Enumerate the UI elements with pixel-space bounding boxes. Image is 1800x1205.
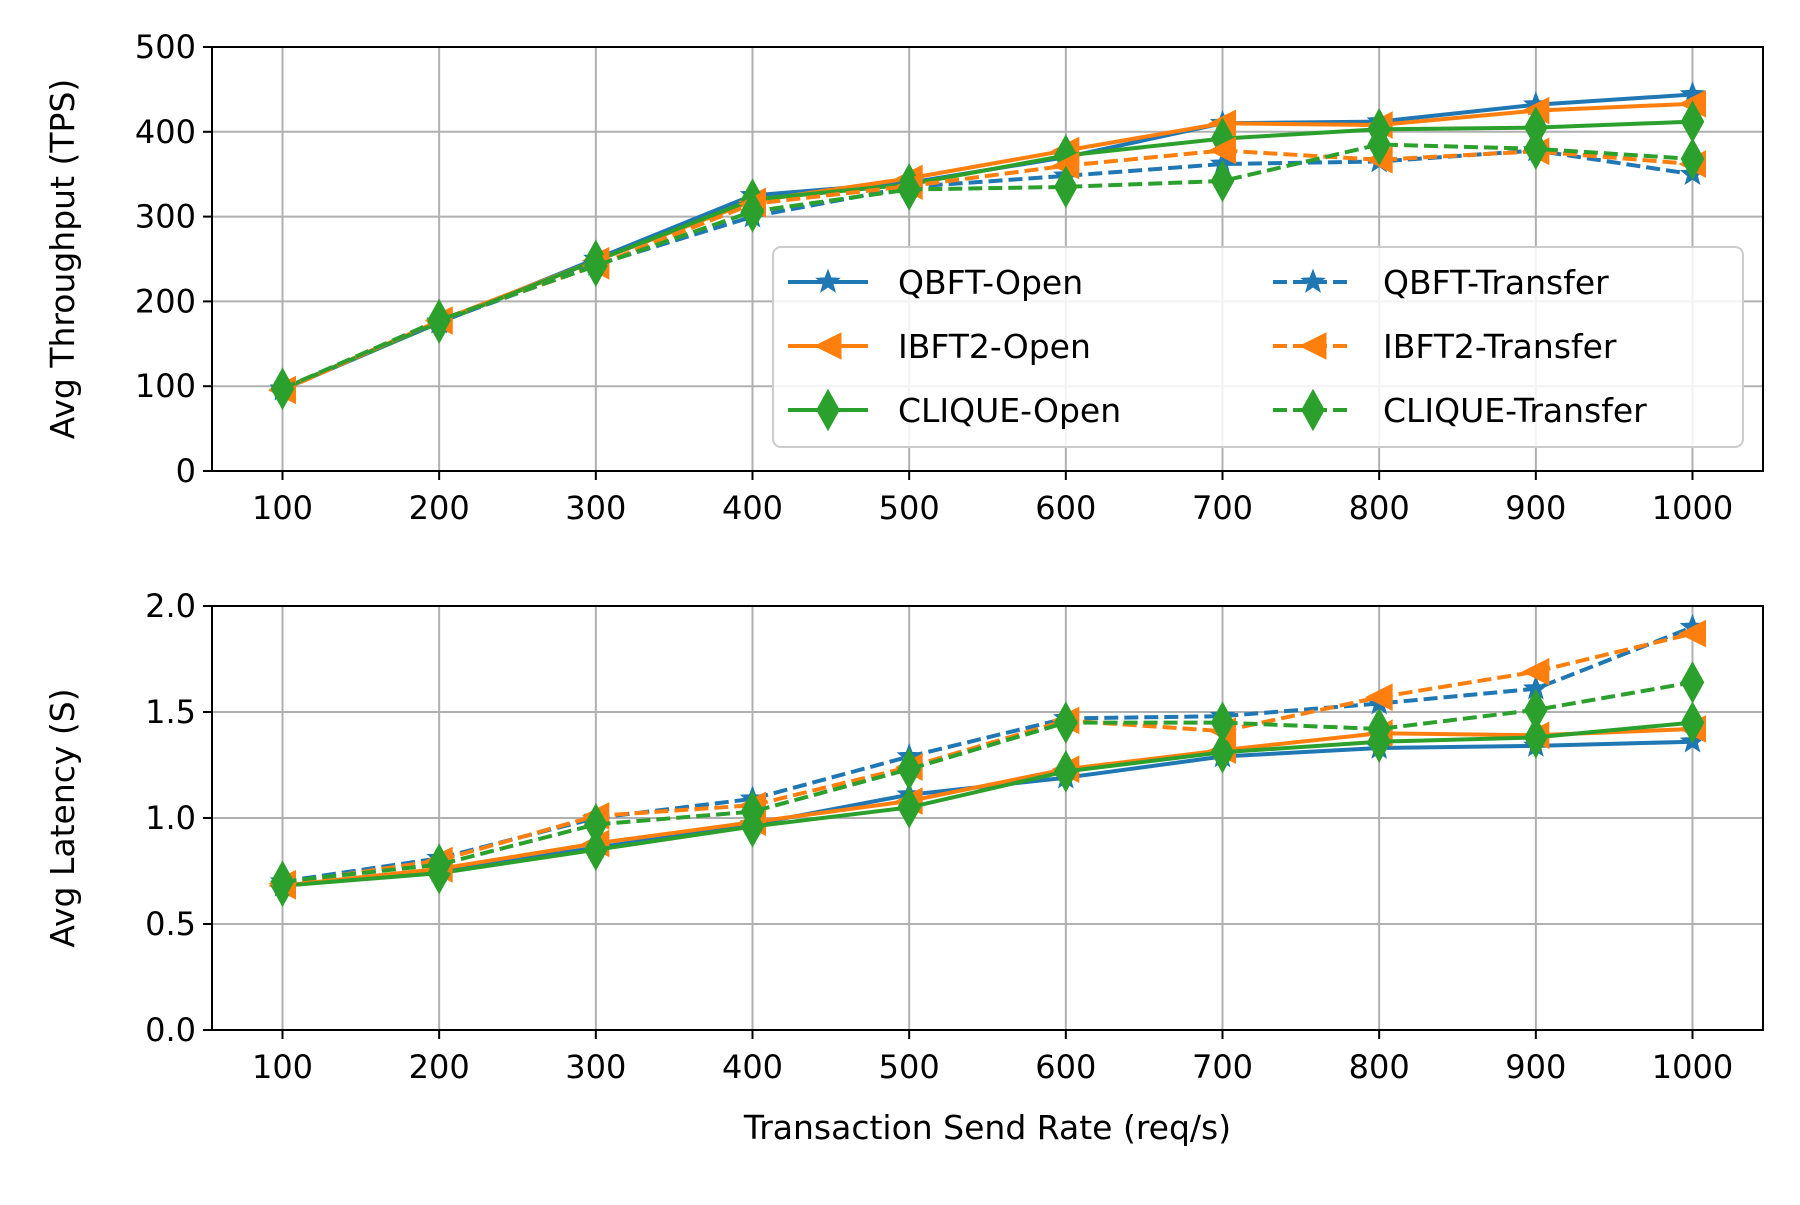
x-tick-label: 300 xyxy=(565,1048,626,1086)
data-point xyxy=(584,244,608,288)
legend-label: IBFT2-Open xyxy=(898,327,1091,366)
series-clique-transfer xyxy=(270,123,1705,411)
y-axis-label: Avg Throughput (TPS) xyxy=(43,79,82,440)
legend: QBFT-Open IBFT2-Open CLIQUE-Open QBFT-Trans… xyxy=(772,246,1744,448)
data-point xyxy=(1054,701,1078,744)
y-tick-label: 100 xyxy=(135,367,196,405)
data-point xyxy=(1054,165,1078,209)
data-point xyxy=(1367,123,1391,166)
data-point xyxy=(897,786,921,829)
data-point xyxy=(1367,707,1391,751)
y-tick-label: 400 xyxy=(135,113,196,151)
series-line xyxy=(281,142,1693,391)
x-tick-label: 900 xyxy=(1505,489,1566,527)
x-tick-label: 300 xyxy=(565,489,626,527)
data-point xyxy=(1521,657,1550,686)
y-tick-label: 1.0 xyxy=(145,799,196,837)
legend-marker xyxy=(1301,388,1325,432)
series-clique-transfer xyxy=(270,661,1705,903)
data-point xyxy=(1524,127,1548,171)
y-tick-label: 200 xyxy=(135,282,196,320)
x-tick-label: 400 xyxy=(722,489,783,527)
data-point xyxy=(1680,137,1705,181)
data-point xyxy=(1365,683,1393,711)
series-clique-open xyxy=(270,701,1705,908)
series-qbft-transfer xyxy=(269,613,1706,893)
series-ibft2-transfer xyxy=(268,619,1706,898)
series-line xyxy=(282,727,1693,888)
x-tick-label: 800 xyxy=(1349,1048,1410,1086)
x-tick-label: 100 xyxy=(252,1048,313,1086)
series-line xyxy=(282,625,1694,884)
x-tick-label: 500 xyxy=(879,489,940,527)
data-point xyxy=(1680,661,1705,704)
data-point xyxy=(1210,701,1235,744)
legend-label: CLIQUE-Open xyxy=(898,391,1121,430)
data-point xyxy=(1208,136,1236,165)
y-tick-label: 300 xyxy=(135,198,196,236)
y-tick-label: 500 xyxy=(135,28,196,66)
data-point xyxy=(270,367,295,411)
legend-label: CLIQUE-Transfer xyxy=(1383,391,1647,430)
legend-label: QBFT-Transfer xyxy=(1383,263,1609,302)
x-tick-label: 600 xyxy=(1035,489,1096,527)
x-tick-label: 200 xyxy=(409,489,470,527)
data-point xyxy=(427,843,451,886)
x-tick-label: 600 xyxy=(1035,1048,1096,1086)
legend-box xyxy=(772,246,1744,448)
plot-frame xyxy=(211,46,1764,472)
series-line xyxy=(282,720,1693,888)
y-tick-label: 1.5 xyxy=(145,693,196,731)
data-point xyxy=(1210,159,1235,203)
y-tick-label: 0 xyxy=(176,452,196,490)
legend-label: IBFT2-Transfer xyxy=(1383,327,1617,366)
x-tick-label: 700 xyxy=(1192,1048,1253,1086)
x-tick-label: 800 xyxy=(1349,489,1410,527)
series-line xyxy=(281,119,1693,391)
data-point xyxy=(1210,731,1235,774)
x-tick-label: 700 xyxy=(1192,489,1253,527)
legend-marker xyxy=(1300,268,1326,293)
y-tick-label: 2.0 xyxy=(145,587,196,625)
data-point xyxy=(740,790,765,833)
x-tick-label: 500 xyxy=(879,1048,940,1086)
x-tick-label: 1000 xyxy=(1652,1048,1733,1086)
chart-panel-1: 100 200 300 400 500 600 700 800 900 1000 0 100 200 30… xyxy=(43,28,1764,527)
data-point xyxy=(1680,701,1705,744)
x-tick-label: 400 xyxy=(722,1048,783,1086)
series-qbft-open xyxy=(269,728,1706,897)
y-axis-label: Avg Latency (S) xyxy=(43,688,82,947)
data-point xyxy=(1678,619,1706,648)
data-point xyxy=(740,190,765,233)
legend-marker xyxy=(1298,332,1327,360)
data-point xyxy=(1054,750,1078,793)
x-tick-label: 900 xyxy=(1505,1048,1566,1086)
x-tick-label: 100 xyxy=(252,489,313,527)
x-tick-label: 200 xyxy=(409,1048,470,1086)
series-line xyxy=(282,631,1693,886)
data-point xyxy=(897,747,921,791)
legend-marker xyxy=(816,388,840,432)
y-tick-label: 0.0 xyxy=(145,1011,196,1049)
series-line xyxy=(281,148,1693,393)
data-point xyxy=(1524,716,1548,759)
data-point xyxy=(270,860,295,903)
data-point xyxy=(584,803,608,846)
chart-panel-2: 100 200 300 400 500 600 700 800 900 1000 0.0 0.5 1.0… xyxy=(43,587,1764,1147)
legend-marker xyxy=(813,332,842,360)
x-axis-label: Transaction Send Rate (req/s) xyxy=(743,1108,1231,1147)
x-tick-label: 1000 xyxy=(1652,489,1733,527)
data-point xyxy=(584,828,608,872)
legend-marker xyxy=(815,268,841,293)
series-line xyxy=(282,680,1693,884)
data-point xyxy=(427,298,451,342)
y-tick-label: 0.5 xyxy=(145,905,196,943)
data-point xyxy=(897,168,921,211)
legend-label: QBFT-Open xyxy=(898,263,1083,302)
data-point xyxy=(1524,688,1548,732)
